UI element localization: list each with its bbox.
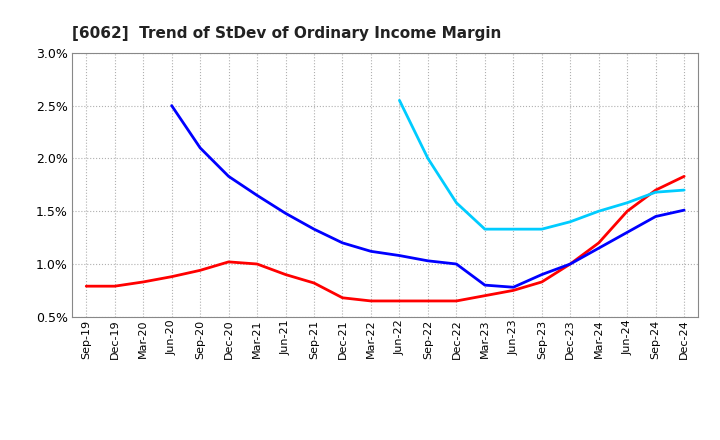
Text: [6062]  Trend of StDev of Ordinary Income Margin: [6062] Trend of StDev of Ordinary Income…: [72, 26, 501, 41]
